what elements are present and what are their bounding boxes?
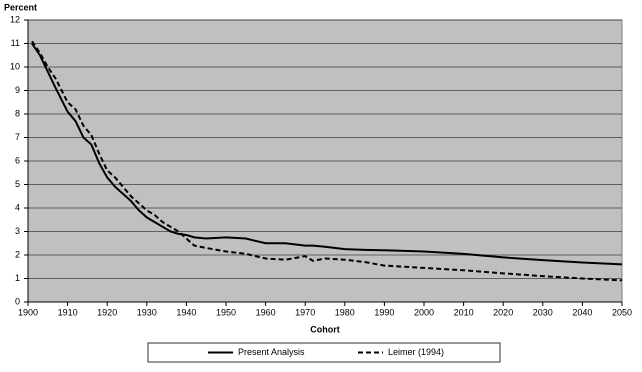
x-tick-label: 2040 [572, 307, 592, 317]
x-tick-label: 2010 [454, 307, 474, 317]
x-tick-label: 1900 [18, 307, 38, 317]
series-line [31, 40, 623, 282]
y-tick-label: 0 [15, 296, 20, 306]
x-tick-label: 2000 [414, 307, 434, 317]
x-tick-label: 1940 [176, 307, 196, 317]
y-tick-label: 5 [15, 179, 20, 189]
x-tick-label: 1930 [137, 307, 157, 317]
y-tick-label: 8 [15, 108, 20, 118]
x-tick-label: 1910 [58, 307, 78, 317]
y-tick-label: 4 [15, 202, 20, 212]
y-tick-label: 11 [11, 38, 20, 48]
x-tick-label: 2050 [612, 307, 632, 317]
x-axis-label: Cohort [310, 324, 340, 334]
x-tick-label: 2020 [493, 307, 513, 317]
y-tick-label: 2 [15, 249, 20, 259]
y-tick-label: 9 [15, 85, 20, 95]
x-tick-label: 1960 [256, 307, 276, 317]
y-axis-label: Percent [4, 2, 37, 12]
y-tick-label: 10 [10, 61, 20, 71]
x-tick-label: 1970 [295, 307, 315, 317]
y-tick-label: 12 [10, 14, 20, 24]
legend-label: Present Analysis [238, 347, 305, 357]
x-tick-label: 2030 [533, 307, 553, 317]
x-tick-label: 1950 [216, 307, 236, 317]
x-tick-label: 1980 [335, 307, 355, 317]
x-tick-label: 1920 [97, 307, 117, 317]
y-tick-label: 6 [15, 155, 20, 165]
y-tick-label: 7 [15, 132, 20, 142]
legend-label: Leimer (1994) [388, 347, 444, 357]
y-tick-label: 1 [15, 273, 20, 283]
legend-box [147, 342, 501, 363]
y-tick-label: 3 [15, 226, 20, 236]
x-tick-label: 1990 [374, 307, 394, 317]
